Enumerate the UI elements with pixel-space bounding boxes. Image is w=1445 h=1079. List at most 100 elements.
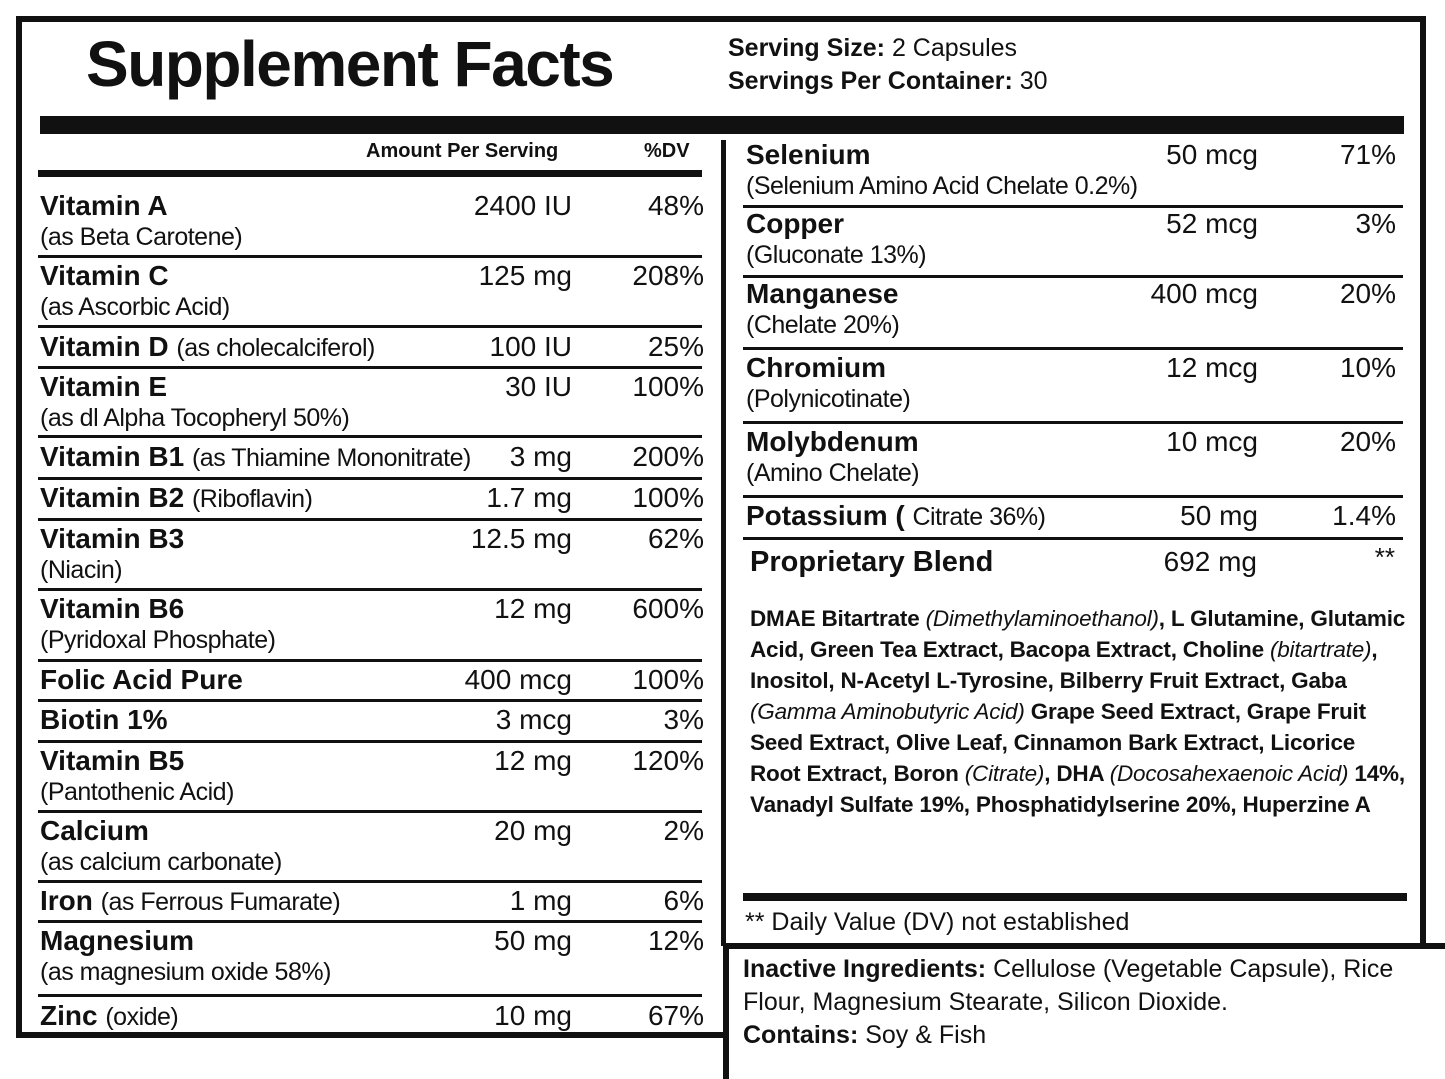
row-rule xyxy=(743,347,1403,350)
nutrient-row: Iron (as Ferrous Fumarate) 1 mg 6% xyxy=(40,885,704,949)
nutrient-dv: 100% xyxy=(632,482,704,513)
nutrient-name: Copper xyxy=(746,208,844,240)
row-rule xyxy=(743,537,1403,540)
nutrient-row: Vitamin B3 (Niacin) 12.5 mg 62% xyxy=(40,523,704,587)
row-rule xyxy=(38,435,702,438)
nutrient-source: (Gluconate 13%) xyxy=(746,241,927,269)
nutrient-dv: 100% xyxy=(632,664,704,695)
nutrient-name: Potassium ( Citrate 36%) xyxy=(746,500,1046,533)
nutrient-name-text: Vitamin E xyxy=(40,371,168,402)
row-rule xyxy=(38,810,702,813)
blend-ingredients: DMAE Bitartrate (Dimethylaminoethanol), … xyxy=(750,603,1410,820)
nutrient-source: (as magnesium oxide 58%) xyxy=(40,958,331,986)
nutrient-name: Magnesium xyxy=(40,925,194,957)
nutrient-amount: 2400 IU xyxy=(473,190,572,221)
nutrient-dv: 20% xyxy=(1339,426,1396,457)
nutrient-source: (as Ascorbic Acid) xyxy=(40,293,230,321)
nutrient-dv: 62% xyxy=(647,523,704,554)
blend-ingredient-text: Grape Seed Extract, Grape Fruit Seed Ext… xyxy=(750,699,1366,786)
nutrient-row: Copper (Gluconate 13%) 52 mcg 3% xyxy=(746,208,1396,272)
row-rule xyxy=(743,495,1403,498)
nutrient-source-inline: (as Ferrous Fumarate) xyxy=(100,888,341,916)
nutrient-amount: 400 mcg xyxy=(464,664,572,695)
nutrient-dv: 48% xyxy=(647,190,704,221)
blend-dv: ** xyxy=(1374,542,1395,572)
nutrient-name: Vitamin B5 xyxy=(40,745,184,777)
nutrient-name-text: Manganese xyxy=(746,278,899,309)
nutrient-source-inline: (as Thiamine Mononitrate) xyxy=(191,444,471,472)
dv-note: ** Daily Value (DV) not established xyxy=(745,908,1130,936)
nutrient-amount: 3 mg xyxy=(509,441,572,472)
row-rule xyxy=(38,325,702,328)
nutrient-dv: 25% xyxy=(647,331,704,362)
nutrient-row: Chromium (Polynicotinate) 12 mcg 10% xyxy=(746,352,1396,416)
nutrient-row: Magnesium (as magnesium oxide 58%) 50 mg 12… xyxy=(40,925,704,989)
blend-ingredient-text: , DHA xyxy=(1044,761,1110,786)
nutrient-amount: 10 mg xyxy=(494,1000,572,1031)
nutrient-source: (Amino Chelate) xyxy=(746,459,920,487)
nutrient-amount: 20 mg xyxy=(494,815,572,846)
nutrient-amount: 30 IU xyxy=(505,371,572,402)
nutrient-dv: 10% xyxy=(1339,352,1396,383)
nutrient-name: Calcium xyxy=(40,815,149,847)
nutrient-name-text: Selenium xyxy=(746,139,871,170)
nutrient-name-text: Vitamin B6 xyxy=(40,593,185,624)
blend-ingredient-note: (Docosahexaenoic Acid) xyxy=(1109,761,1349,786)
row-rule xyxy=(38,699,702,702)
row-rule xyxy=(38,880,702,883)
nutrient-source: (Polynicotinate) xyxy=(746,385,911,413)
page-title: Supplement Facts xyxy=(86,28,615,100)
nutrient-row: Zinc (oxide) 10 mg 67% xyxy=(40,1000,704,1064)
nutrient-dv: 3% xyxy=(663,704,704,735)
contains-value: Soy & Fish xyxy=(858,1021,987,1049)
nutrient-row: Vitamin B5 (Pantothenic Acid) 12 mg 120% xyxy=(40,745,704,809)
nutrient-name: Folic Acid Pure xyxy=(40,664,243,696)
nutrient-dv: 1.4% xyxy=(1332,500,1396,531)
nutrient-name-text: Copper xyxy=(746,208,844,239)
nutrient-source: (as dl Alpha Tocopheryl 50%) xyxy=(40,404,350,432)
nutrient-name-text: Biotin 1% xyxy=(40,704,168,735)
row-rule xyxy=(38,920,702,923)
nutrient-source: (Pyridoxal Phosphate) xyxy=(40,626,276,654)
nutrient-dv: 120% xyxy=(632,745,704,776)
blend-ingredient-note: (Dimethylaminoethanol) xyxy=(925,606,1159,631)
nutrient-row: Vitamin E (as dl Alpha Tocopheryl 50%) 30 … xyxy=(40,371,704,435)
nutrient-row: Molybdenum (Amino Chelate) 10 mcg 20% xyxy=(746,426,1396,490)
serving-size-label: Serving Size: xyxy=(728,34,885,62)
nutrient-dv: 100% xyxy=(632,371,704,402)
nutrient-amount: 1 mg xyxy=(509,885,572,916)
nutrient-dv: 3% xyxy=(1355,208,1396,239)
nutrient-dv: 67% xyxy=(647,1000,704,1031)
nutrient-name-text: Vitamin B3 xyxy=(40,523,185,554)
nutrient-source: (Niacin) xyxy=(40,556,123,584)
blend-ingredient-text: , Inositol, N-Acetyl L-Tyrosine, Bilberr… xyxy=(750,637,1378,693)
nutrient-amount: 50 mg xyxy=(494,925,572,956)
footer-divider xyxy=(743,893,1407,901)
blend-ingredient-note: (bitartrate) xyxy=(1269,637,1372,662)
nutrient-name: Molybdenum xyxy=(746,426,919,458)
nutrient-name-text: Vitamin A xyxy=(40,190,168,221)
nutrient-name-text: Vitamin D xyxy=(40,331,169,362)
nutrient-row: Vitamin B6 (Pyridoxal Phosphate) 12 mg 600% xyxy=(40,593,704,657)
row-rule xyxy=(743,421,1403,424)
nutrient-amount: 52 mcg xyxy=(1166,208,1258,239)
nutrient-dv: 71% xyxy=(1339,139,1396,170)
row-rule xyxy=(743,275,1403,278)
blend-name: Proprietary Blend xyxy=(750,546,994,578)
nutrient-name: Biotin 1% xyxy=(40,704,168,736)
nutrient-row: Biotin 1% 3 mcg 3% xyxy=(40,704,704,768)
nutrient-name: Zinc (oxide) xyxy=(40,1000,179,1033)
nutrient-amount: 1.7 mg xyxy=(486,482,572,513)
nutrient-name-text: Vitamin B2 xyxy=(40,482,185,513)
serving-size-value: 2 Capsules xyxy=(891,34,1018,62)
nutrient-name-text: Chromium xyxy=(746,352,886,383)
nutrient-source: (Selenium Amino Acid Chelate 0.2%) xyxy=(746,172,1138,200)
nutrient-amount: 12 mcg xyxy=(1166,352,1258,383)
nutrient-row: Vitamin C (as Ascorbic Acid) 125 mg 208% xyxy=(40,260,704,324)
nutrient-name-text: Molybdenum xyxy=(746,426,919,457)
nutrient-source: (Chelate 20%) xyxy=(746,311,900,339)
nutrient-name-text: Folic Acid Pure xyxy=(40,664,243,695)
nutrient-source-inline: (Riboflavin) xyxy=(191,485,313,513)
nutrient-name: Vitamin B3 xyxy=(40,523,184,555)
nutrient-name-text: Vitamin B1 xyxy=(40,441,185,472)
